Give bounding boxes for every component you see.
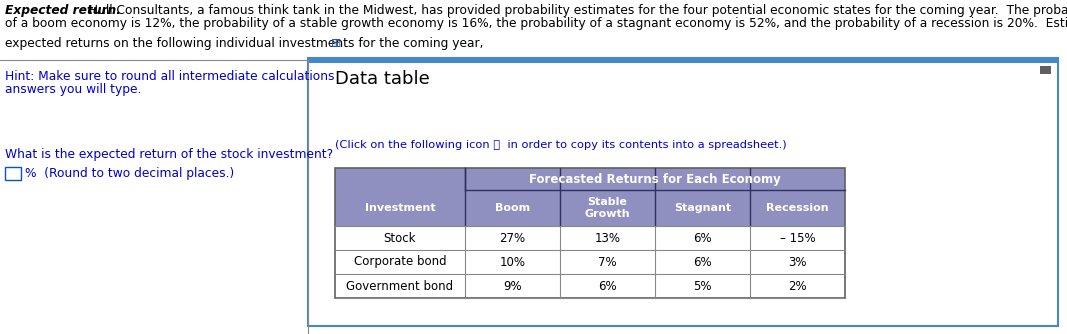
Text: Recession: Recession [766, 203, 829, 213]
Bar [5, 167, 21, 180]
Text: Hint: Make sure to round all intermediate calculations: Hint: Make sure to round all intermediat… [5, 70, 334, 83]
Text: expected returns on the following individual investments for the coming year,: expected returns on the following indivi… [5, 37, 483, 50]
Text: (Click on the following icon ⎗  in order to copy its contents into a spreadsheet: (Click on the following icon ⎗ in order … [335, 140, 786, 150]
Text: 6%: 6% [599, 280, 617, 293]
Text: 27%: 27% [499, 231, 526, 244]
Text: What is the expected return of the stock investment?: What is the expected return of the stock… [5, 148, 333, 161]
Text: answers you will type.: answers you will type. [5, 83, 141, 96]
Text: Data table: Data table [335, 70, 430, 88]
Text: Government bond: Government bond [347, 280, 453, 293]
Bar [1040, 66, 1051, 74]
Text: Expected return.: Expected return. [5, 4, 121, 17]
Bar [308, 58, 1058, 63]
Text: ⊞: ⊞ [331, 37, 341, 50]
Text: 7%: 7% [599, 256, 617, 269]
Bar [335, 168, 845, 298]
Bar [308, 58, 1058, 326]
Text: of a boom economy is 12%, the probability of a stable growth economy is 16%, the: of a boom economy is 12%, the probabilit… [5, 17, 1067, 30]
Text: 9%: 9% [504, 280, 522, 293]
Text: Hull Consultants, a famous think tank in the Midwest, has provided probability e: Hull Consultants, a famous think tank in… [85, 4, 1067, 17]
Text: Forecasted Returns for Each Economy: Forecasted Returns for Each Economy [529, 172, 781, 185]
Text: 6%: 6% [694, 256, 712, 269]
Text: 6%: 6% [694, 231, 712, 244]
Text: 13%: 13% [594, 231, 621, 244]
Text: Stable
Growth: Stable Growth [585, 197, 631, 219]
Text: Stagnant: Stagnant [674, 203, 731, 213]
Bar [335, 168, 845, 226]
Text: 2%: 2% [789, 280, 807, 293]
Text: Investment: Investment [365, 203, 435, 213]
Text: Stock: Stock [384, 231, 416, 244]
Text: Boom: Boom [495, 203, 530, 213]
Text: 5%: 5% [694, 280, 712, 293]
Text: Corporate bond: Corporate bond [353, 256, 446, 269]
Text: 3%: 3% [789, 256, 807, 269]
Text: – 15%: – 15% [780, 231, 815, 244]
Text: %  (Round to two decimal places.): % (Round to two decimal places.) [25, 167, 235, 180]
Text: 10%: 10% [499, 256, 526, 269]
Text: .: . [345, 37, 349, 50]
